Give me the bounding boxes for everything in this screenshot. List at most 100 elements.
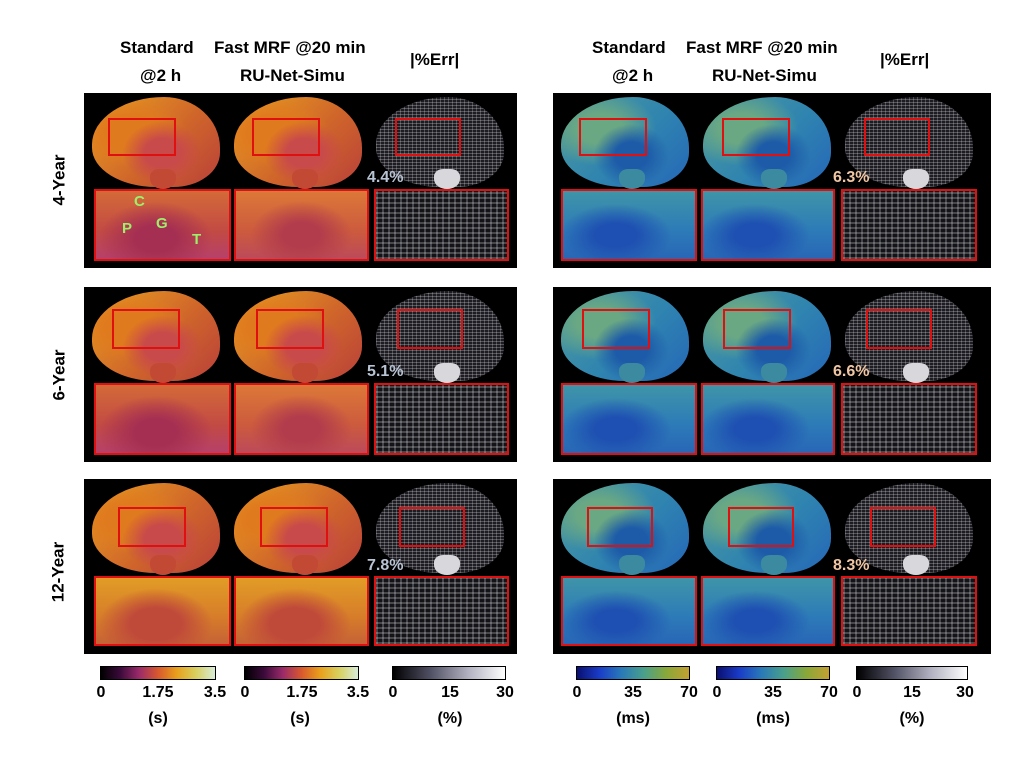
right-header-standard-time: @2 h [612,66,654,85]
roi-label-c: C [134,193,145,210]
t1-error-zoom [374,383,509,455]
t2-fastmrf-brain [703,483,831,575]
roi-box [722,118,790,156]
t1-error-zoom [374,189,509,261]
colorbar-t2-error [856,666,968,680]
colorbar-t2-standard [576,666,690,680]
t1-error-zoom [374,576,509,646]
colorbar-tick: 0 [96,684,106,701]
colorbar-tick: 0 [852,684,862,701]
t1-fastmrf-zoom [234,189,369,261]
colorbar-unit: (%) [899,710,925,727]
roi-box [397,309,463,349]
t1-fastmrf-brain [234,291,362,383]
left-header-fastmrf: Fast MRF @20 min [214,38,366,57]
left-header-err: |%Err| [410,50,460,69]
colorbar-tick: 70 [820,684,838,701]
t2-error-zoom [841,189,977,261]
t1-error-brain [376,97,504,189]
left-header-runet: RU-Net-Simu [240,66,345,85]
t2-fastmrf-zoom [701,383,835,455]
t2-panel-12-year: 8.3% [553,479,991,654]
row-label-4-year: 4-Year [49,154,69,206]
t1-fastmrf-brain [234,483,362,575]
colorbar-unit: (ms) [756,710,790,727]
t2-standard-brain [561,97,689,189]
colorbar-unit: (%) [437,710,463,727]
t1-standard-zoom [94,576,231,646]
colorbar-t1-standard [100,666,216,680]
roi-box [587,507,653,547]
colorbar-tick: 0 [712,684,722,701]
roi-box [866,309,932,349]
t1-standard-zoom: C P G T [94,189,231,261]
roi-box [864,118,930,156]
t1-error-percent: 4.4% [367,169,404,186]
t1-error-percent: 7.8% [367,557,404,574]
t2-panel-6-year: 6.6% [553,287,991,462]
colorbar-tick: 30 [496,684,514,701]
roi-box [870,507,936,547]
t1-panel-6-year: 5.1% [84,287,517,462]
right-header-fastmrf: Fast MRF @20 min [686,38,838,57]
colorbar-t1-fastmrf [244,666,359,680]
t2-panel-4-year: 6.3% [553,93,991,268]
t2-fastmrf-brain [703,97,831,189]
colorbar-tick: 35 [624,684,642,701]
colorbar-tick: 15 [903,684,921,701]
colorbar-tick: 1.75 [142,684,174,701]
roi-label-p: P [122,220,133,237]
roi-box [118,507,186,547]
colorbar-unit: (s) [290,710,310,727]
roi-box [728,507,794,547]
t1-standard-zoom [94,383,231,455]
t2-error-percent: 6.3% [833,169,870,186]
colorbar-unit: (s) [148,710,168,727]
t1-panel-4-year: 4.4% C P G T [84,93,517,268]
t2-error-brain [845,97,973,189]
roi-box [579,118,647,156]
t1-fastmrf-brain [234,97,362,189]
t1-fastmrf-zoom [234,383,369,455]
roi-box [256,309,324,349]
t1-standard-brain [92,97,220,189]
t1-panel-12-year: 7.8% [84,479,517,654]
left-header-standard-time: @2 h [140,66,182,85]
colorbar-tick: 70 [680,684,698,701]
t2-standard-zoom [561,576,697,646]
t1-error-brain [376,483,504,575]
t2-error-percent: 6.6% [833,363,870,380]
colorbar-tick: 3.5 [203,684,227,701]
roi-box [723,309,791,349]
roi-box [260,507,328,547]
colorbar-tick: 30 [956,684,974,701]
t1-error-percent: 5.1% [367,363,404,380]
t2-standard-zoom [561,383,697,455]
right-header-standard: Standard [592,38,666,57]
right-header-runet: RU-Net-Simu [712,66,817,85]
colorbar-tick: 0 [388,684,398,701]
roi-box [252,118,320,156]
t2-error-brain [845,483,973,575]
colorbar-t1-error [392,666,506,680]
roi-box [582,309,650,349]
colorbar-t2-fastmrf [716,666,830,680]
colorbar-tick: 15 [441,684,459,701]
colorbar-tick: 35 [764,684,782,701]
t2-standard-zoom [561,189,697,261]
t2-standard-brain [561,483,689,575]
colorbar-tick: 0 [572,684,582,701]
roi-box [108,118,176,156]
t2-error-zoom [841,576,977,646]
roi-label-g: G [156,215,168,232]
roi-box [399,507,465,547]
t1-fastmrf-zoom [234,576,369,646]
t1-standard-brain [92,483,220,575]
t2-error-percent: 8.3% [833,557,870,574]
t2-error-zoom [841,383,977,455]
colorbar-unit: (ms) [616,710,650,727]
right-header-err: |%Err| [880,50,930,69]
row-label-6-year: 6-Year [49,349,69,401]
colorbar-tick: 1.75 [286,684,318,701]
t2-fastmrf-zoom [701,189,835,261]
